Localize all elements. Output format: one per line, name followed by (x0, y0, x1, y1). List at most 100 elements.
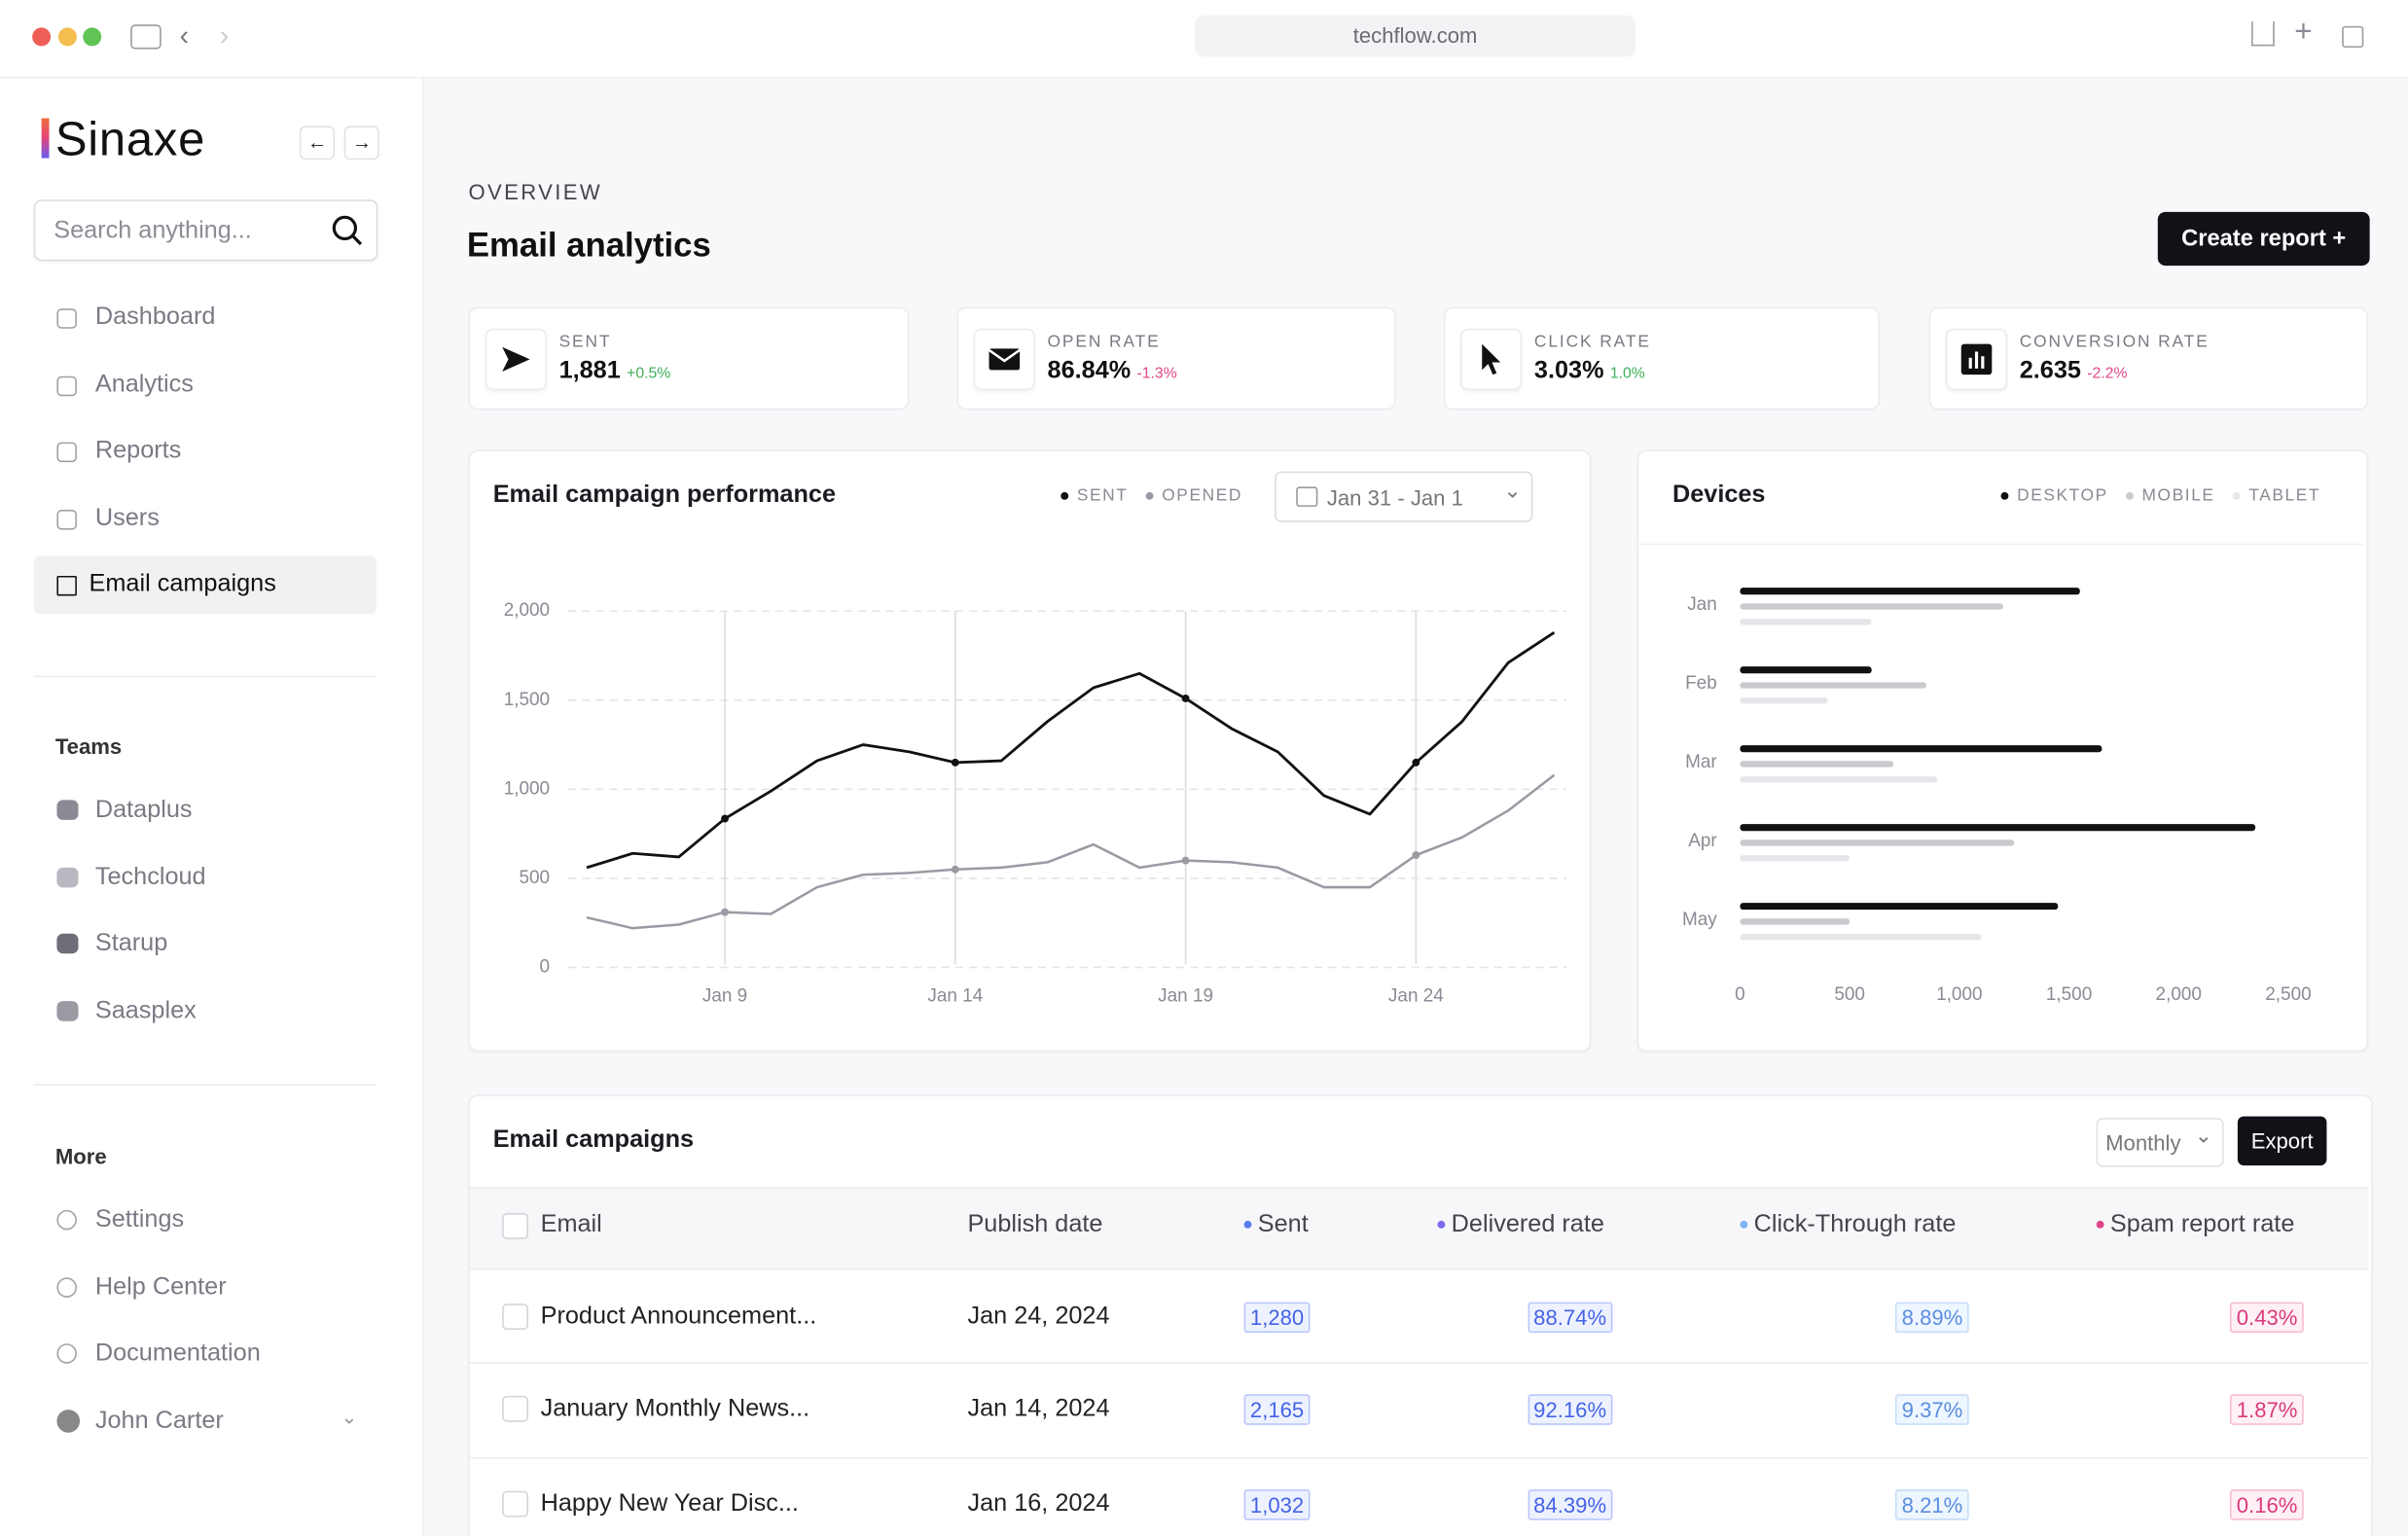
nav-item[interactable]: Users (34, 490, 377, 549)
kpi-change: -1.3% (1136, 365, 1177, 383)
nav-item[interactable]: Help Center (34, 1261, 377, 1316)
share-icon[interactable] (2251, 21, 2275, 47)
nav-label: Techcloud (94, 864, 206, 891)
nav-item[interactable]: Email campaigns (33, 555, 377, 615)
page-title: Email analytics (466, 226, 711, 265)
period: Monthly (2105, 1129, 2181, 1156)
bar (1740, 619, 1872, 625)
search-box[interactable]: Search anything... (33, 199, 378, 262)
nav-item[interactable]: Starup (34, 916, 377, 972)
line-series (586, 631, 1556, 870)
icon (1960, 343, 1993, 375)
back-arrow[interactable]: ‹ (179, 19, 190, 52)
badge: 92.16% (1527, 1394, 1613, 1425)
column-header: Email (540, 1211, 602, 1238)
bar (1740, 588, 2080, 595)
nav-item[interactable]: Saasplex (34, 984, 377, 1040)
nav-icon (56, 933, 79, 954)
section-title: Teams (54, 733, 123, 759)
chevron: ⌄ (2194, 1122, 2213, 1148)
collapse-button[interactable]: ← (299, 125, 336, 161)
point (721, 814, 729, 823)
bar (1740, 761, 1894, 768)
checkbox[interactable] (502, 1395, 529, 1422)
divider (33, 1084, 377, 1086)
column-header: Spam report rate (2109, 1211, 2295, 1238)
badge: 1.87% (2230, 1394, 2304, 1425)
user-menu[interactable]: John Carter ⌄ (34, 1397, 377, 1447)
y-tick-label: 0 (540, 956, 551, 977)
point (951, 758, 959, 767)
line-series (586, 773, 1556, 930)
sidebar-toggle[interactable] (130, 24, 162, 50)
close-dot[interactable] (32, 27, 52, 47)
tabs-icon[interactable] (2342, 25, 2364, 48)
cell: Jan 16, 2024 (967, 1490, 1110, 1518)
section-title: More (54, 1143, 107, 1169)
badge: 88.74% (1527, 1302, 1613, 1334)
kpi-label: CLICK RATE (1533, 333, 1651, 352)
export-button[interactable]: Export (2237, 1116, 2327, 1166)
bar (1740, 697, 1828, 704)
bar (1740, 682, 1927, 689)
nav-item[interactable]: Dataplus (34, 783, 377, 839)
bar (1740, 839, 2015, 846)
checkbox[interactable] (502, 1304, 529, 1330)
nav-item[interactable]: Settings (34, 1193, 377, 1248)
x-tick-label: Jan 24 (1388, 985, 1444, 1006)
nav-item[interactable]: Documentation (34, 1327, 377, 1382)
kpi-card: CLICK RATE 3.03% 1.0% (1443, 306, 1881, 411)
point (951, 865, 959, 874)
x-tick-label: Jan 19 (1158, 985, 1213, 1006)
create-report-button[interactable]: Create report + (2157, 211, 2370, 267)
nav-icon (56, 510, 77, 530)
bar (1740, 745, 2103, 753)
table-title: Email campaigns (492, 1126, 695, 1154)
period-select[interactable]: Monthly ⌄ (2096, 1118, 2224, 1167)
nav-label: Help Center (94, 1274, 227, 1301)
y-tick-label: 2,000 (504, 600, 550, 621)
y-tick-label: 500 (519, 868, 550, 888)
nav-item[interactable]: Reports (34, 422, 377, 481)
url-bar[interactable]: techflow.com (1195, 15, 1636, 57)
performance-card (468, 449, 1592, 1053)
nav-label: Dashboard (94, 304, 216, 331)
legend-label: SENT (1077, 484, 1129, 504)
expand-button[interactable]: → (343, 125, 379, 161)
nav-item[interactable]: Techcloud (34, 850, 377, 906)
badge: 1,032 (1243, 1489, 1311, 1520)
new-tab-icon[interactable]: + (2294, 15, 2313, 50)
bar (1740, 903, 2059, 911)
kpi-icon (973, 328, 1035, 390)
y-tick-label: Feb (1685, 673, 1717, 694)
y-tick-label: May (1682, 910, 1717, 930)
avatar (56, 1410, 81, 1433)
forward-arrow[interactable]: › (219, 19, 230, 52)
eyebrow: OVERVIEW (468, 179, 603, 204)
column-header: Click-Through rate (1753, 1211, 1957, 1238)
badge: 8.21% (1895, 1489, 1969, 1520)
minimize-dot[interactable] (57, 27, 77, 47)
brand: Sinaxe (54, 112, 206, 166)
date-picker[interactable]: Jan 31 - Jan 1 ⌄ (1275, 471, 1533, 522)
point (721, 908, 729, 916)
kpi-change: 1.0% (1609, 365, 1645, 383)
search-icon (332, 215, 363, 246)
nav-label: Users (94, 505, 160, 532)
icon (502, 346, 530, 372)
cell: Jan 24, 2024 (967, 1304, 1110, 1330)
search-placeholder: Search anything... (54, 218, 252, 244)
bar (1740, 666, 1872, 674)
logo-mark (41, 118, 50, 159)
nav-label: Email campaigns (89, 571, 276, 598)
checkbox[interactable] (502, 1213, 529, 1239)
bar (1740, 603, 2003, 610)
nav-item[interactable]: Dashboard (34, 289, 377, 347)
y-tick-label: 1,500 (504, 690, 550, 710)
zoom-dot[interactable] (83, 27, 102, 47)
y-tick-label: Apr (1688, 831, 1716, 851)
checkbox[interactable] (502, 1490, 529, 1518)
nav-item[interactable]: Analytics (34, 356, 377, 414)
